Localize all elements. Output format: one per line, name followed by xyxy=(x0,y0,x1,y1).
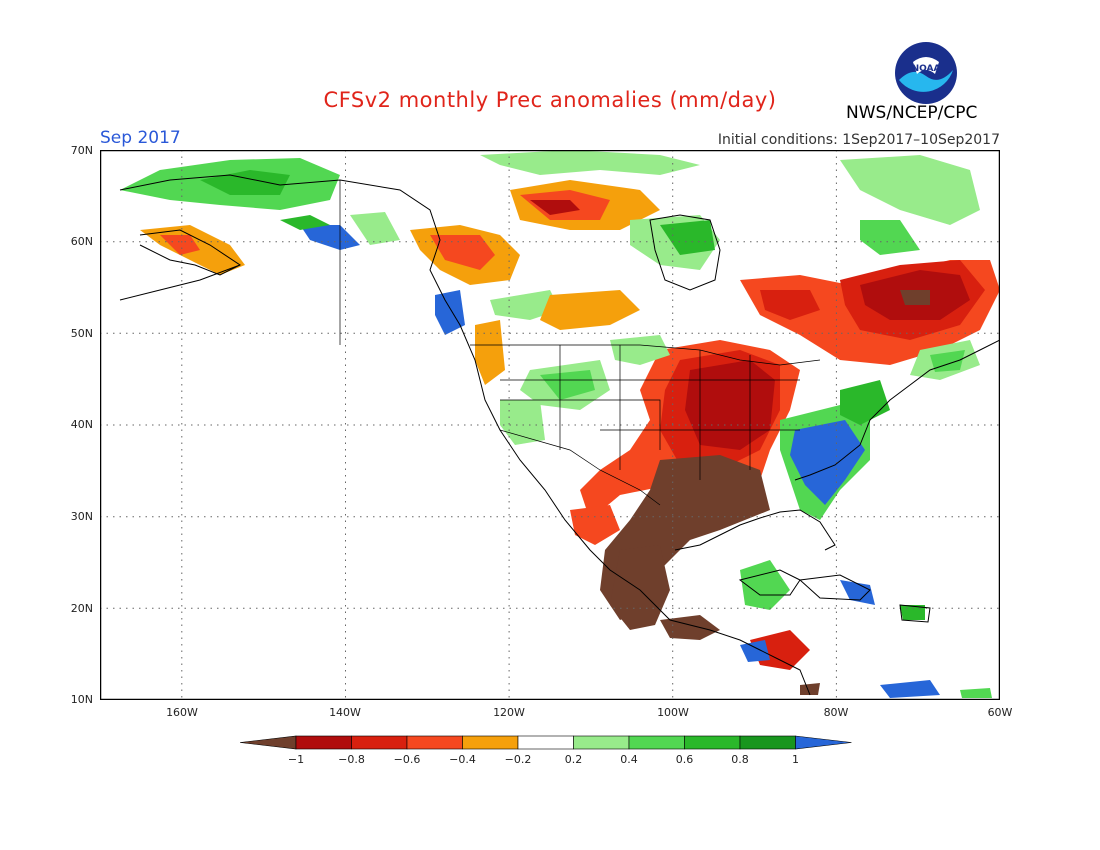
colorbar-label: 0.4 xyxy=(620,753,638,766)
lat-label: 10N xyxy=(70,693,93,706)
colorbar-label: 1 xyxy=(792,753,799,766)
lon-label: 120W xyxy=(493,706,525,719)
organization-label: NWS/NCEP/CPC xyxy=(846,103,978,123)
colorbar-swatch xyxy=(684,735,741,750)
colorbar-swatch xyxy=(517,735,574,750)
colorbar-label: −0.6 xyxy=(394,753,421,766)
colorbar-labels: −1 −0.8 −0.6 −0.4 −0.2 0.2 0.4 0.6 0.8 1 xyxy=(288,753,799,766)
colorbar-swatch xyxy=(795,735,852,750)
colorbar-label: −0.8 xyxy=(338,753,365,766)
lat-label: 70N xyxy=(70,144,93,157)
colorbar-swatch xyxy=(240,735,297,750)
lon-label: 160W xyxy=(166,706,198,719)
colorbar-label: −1 xyxy=(288,753,304,766)
colorbar-legend: −1 −0.8 −0.6 −0.4 −0.2 0.2 0.4 0.6 0.8 1 xyxy=(240,735,852,766)
colorbar-swatch xyxy=(739,735,796,750)
colorbar-swatch xyxy=(295,735,352,750)
initial-conditions: Initial conditions: 1Sep2017–10Sep2017 xyxy=(717,132,1000,148)
lat-label: 40N xyxy=(70,418,93,431)
colorbar-label: −0.2 xyxy=(505,753,532,766)
colorbar-swatches xyxy=(240,735,852,750)
lat-label: 60N xyxy=(70,235,93,248)
map-frame xyxy=(100,150,1000,700)
colorbar-swatch xyxy=(628,735,685,750)
precip-anomaly-map xyxy=(100,150,1000,700)
logo-text: NOAA xyxy=(912,64,941,74)
lon-label: 100W xyxy=(657,706,689,719)
lon-label: 80W xyxy=(823,706,849,719)
forecast-month: Sep 2017 xyxy=(100,128,181,148)
colorbar-label: 0.6 xyxy=(676,753,694,766)
lat-label: 20N xyxy=(70,602,93,615)
colorbar-swatch xyxy=(462,735,519,750)
colorbar-swatch xyxy=(351,735,408,750)
lon-label: 60W xyxy=(987,706,1013,719)
lat-label: 50N xyxy=(70,327,93,340)
political-borders xyxy=(339,180,821,506)
colorbar-swatch xyxy=(573,735,630,750)
noaa-logo-icon: NOAA xyxy=(895,42,957,104)
gridlines xyxy=(100,150,1000,700)
colorbar-label: 0.2 xyxy=(565,753,583,766)
colorbar-swatch xyxy=(406,735,463,750)
map-title: CFSv2 monthly Prec anomalies (mm/day) xyxy=(323,88,777,112)
lat-label: 30N xyxy=(70,510,93,523)
colorbar-label: −0.4 xyxy=(449,753,476,766)
lon-label: 140W xyxy=(329,706,361,719)
colorbar-label: 0.8 xyxy=(731,753,749,766)
